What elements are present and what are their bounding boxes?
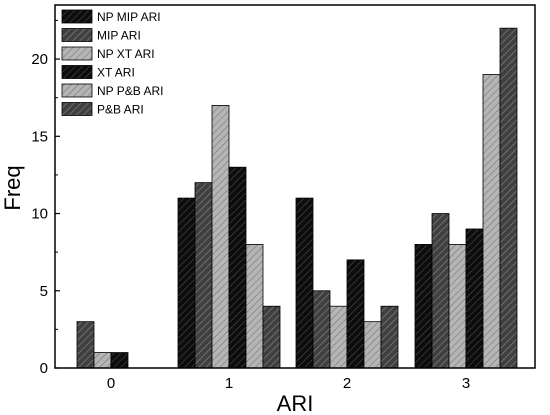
legend-label: MIP ARI	[97, 29, 141, 43]
bar-np-xt-ari-2	[329, 305, 348, 369]
legend-label: NP P&B ARI	[97, 84, 163, 98]
ticks-group: 0 5 10 15 20 0 1 2 3	[31, 19, 470, 392]
y-tick-label: 10	[31, 206, 48, 223]
legend-swatch	[61, 46, 93, 61]
y-tick-label: 0	[40, 360, 48, 377]
bar-np-xt-ari-3	[448, 244, 467, 369]
bar-xt-ari-3	[465, 228, 484, 369]
bar-mip-ari-3	[431, 213, 450, 369]
bar-p-b-ari-3	[499, 27, 518, 369]
legend-swatch	[61, 102, 93, 116]
bar-np-xt-ari-1	[211, 105, 230, 369]
bars-group	[76, 27, 518, 369]
plot-frame	[54, 4, 536, 369]
bar-np-mip-ari-1	[177, 197, 196, 369]
bar-np-mip-ari-3	[414, 244, 433, 369]
bar-p-b-ari-2	[380, 305, 399, 369]
bar-xt-ari-2	[346, 259, 365, 369]
legend-label: NP XT ARI	[97, 47, 155, 61]
x-tick-label: 0	[107, 375, 115, 392]
y-tick-label: 15	[31, 128, 48, 145]
bar-np-mip-ari-2	[295, 197, 314, 369]
bar-xt-ari-0	[110, 352, 129, 369]
bar-np-xt-ari-0	[93, 352, 112, 369]
bar-mip-ari-0	[76, 321, 95, 369]
x-tick-label: 2	[343, 375, 351, 392]
legend-swatch	[61, 83, 93, 98]
bar-np-p-b-ari-2	[363, 321, 382, 369]
legend-swatch	[61, 9, 93, 24]
bar-xt-ari-1	[228, 166, 247, 369]
x-tick-label: 1	[225, 375, 233, 392]
y-axis-title: Freq	[0, 165, 25, 210]
legend-label: P&B ARI	[97, 103, 144, 117]
bar-p-b-ari-1	[262, 305, 281, 369]
bar-np-p-b-ari-3	[482, 74, 501, 369]
x-tick-label: 3	[462, 375, 470, 392]
legend-label: XT ARI	[97, 66, 135, 80]
bar-mip-ari-2	[312, 290, 331, 369]
legend-swatch	[61, 65, 93, 79]
y-tick-label: 20	[31, 51, 48, 68]
legend-label: NP MIP ARI	[97, 10, 161, 24]
legend: NP MIP ARI MIP ARI NP XT ARI XT ARI NP P&B A…	[61, 9, 163, 117]
legend-swatch	[61, 28, 93, 42]
x-axis-title: ARI	[277, 391, 314, 415]
bar-mip-ari-1	[194, 182, 213, 369]
bar-np-p-b-ari-1	[245, 244, 264, 369]
y-tick-label: 5	[40, 283, 48, 300]
